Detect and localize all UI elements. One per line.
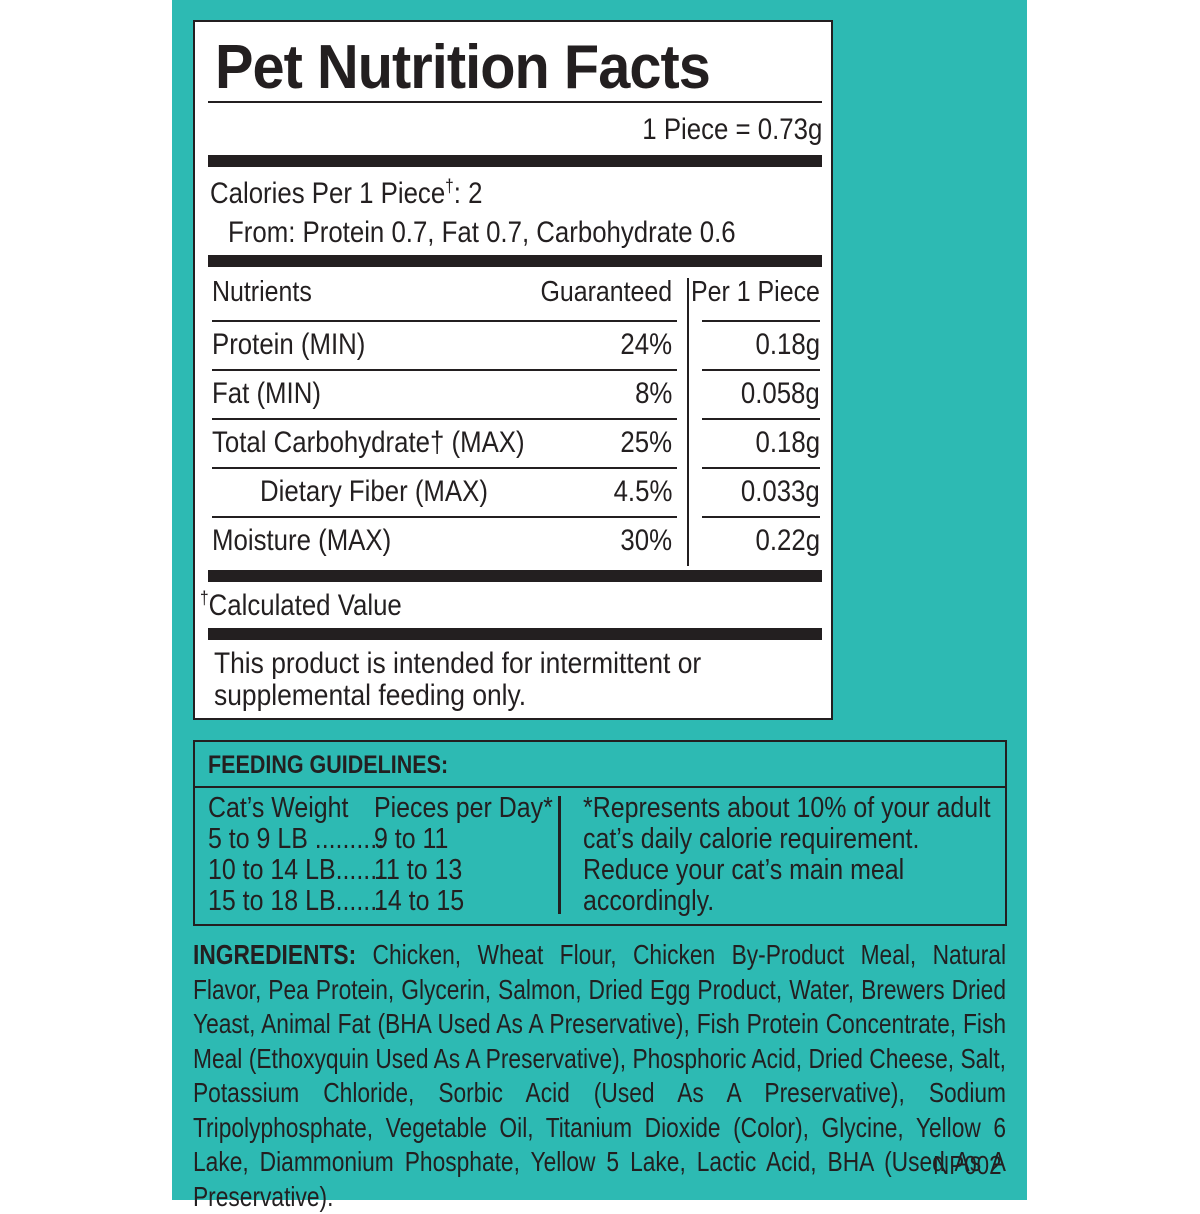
row-rule — [702, 320, 820, 322]
column-header: Guaranteed — [540, 276, 672, 308]
column-header: Nutrients — [212, 276, 312, 308]
guaranteed-value: 4.5% — [613, 475, 672, 508]
row-rule — [212, 516, 677, 518]
row-rule — [212, 467, 677, 469]
calories-value: : 2 — [453, 177, 483, 210]
ingredients-text: Chicken, Wheat Flour, Chicken By-Product… — [193, 939, 1007, 1212]
pieces-per-day: 14 to 15 — [374, 885, 465, 917]
thick-rule — [208, 570, 822, 582]
footnote: †Calculated Value — [200, 588, 402, 623]
calories-label: Calories Per 1 Piece — [210, 177, 446, 210]
nutrient-name: Fat (MIN) — [212, 377, 321, 410]
per-piece-value: 0.22g — [755, 524, 820, 557]
title: Pet Nutrition Facts — [215, 33, 711, 102]
guaranteed-value: 24% — [620, 328, 672, 361]
per-piece-value: 0.033g — [741, 475, 820, 508]
calories: Calories Per 1 Piece†: 2 — [210, 176, 482, 211]
row-rule — [212, 418, 677, 420]
feeding-note: *Represents about 10% of your adult cat’… — [583, 792, 991, 917]
row-rule — [212, 320, 677, 322]
serving: 1 Piece = 0.73g — [641, 113, 822, 146]
row-rule — [212, 369, 677, 371]
thick-rule — [208, 155, 822, 167]
rule — [208, 101, 822, 103]
pieces-per-day: 11 to 13 — [374, 854, 463, 886]
cat-weight: 5 to 9 LB .......... — [208, 823, 385, 855]
column-header: Pieces per Day* — [374, 792, 553, 824]
ingredients-label: INGREDIENTS: — [193, 939, 357, 970]
guaranteed-value: 25% — [620, 426, 672, 459]
rule — [193, 786, 1007, 788]
row-rule — [702, 418, 820, 420]
per-piece-value: 0.18g — [755, 328, 820, 361]
column-header: Per 1 Piece — [691, 276, 820, 308]
disclaimer: This product is intended for intermitten… — [214, 647, 702, 712]
nutrient-name: Protein (MIN) — [212, 328, 366, 361]
product-code: NP002 — [932, 1150, 1001, 1180]
pieces-per-day: 9 to 11 — [374, 823, 449, 855]
nutrient-name: Total Carbohydrate† (MAX) — [212, 426, 525, 459]
column-header: Cat’s Weight — [208, 792, 349, 824]
nutrient-name: Dietary Fiber (MAX) — [260, 475, 488, 508]
row-rule — [702, 369, 820, 371]
dagger: † — [445, 176, 454, 196]
nutrient-name: Moisture (MAX) — [212, 524, 392, 557]
feeding-box — [193, 740, 1007, 926]
cat-weight: 10 to 14 LB....... — [208, 854, 385, 886]
guaranteed-value: 8% — [634, 377, 672, 410]
thick-rule — [208, 628, 822, 640]
guaranteed-value: 30% — [620, 524, 672, 557]
calories-from: From: Protein 0.7, Fat 0.7, Carbohydrate… — [228, 216, 736, 249]
ingredients: INGREDIENTS: Chicken, Wheat Flour, Chick… — [193, 938, 1006, 1214]
row-rule — [702, 516, 820, 518]
per-piece-value: 0.18g — [755, 426, 820, 459]
feeding-title: FEEDING GUIDELINES: — [208, 751, 449, 779]
cat-weight: 15 to 18 LB....... — [208, 885, 385, 917]
footnote-text: Calculated Value — [208, 589, 402, 622]
column-divider — [687, 278, 689, 566]
row-rule — [702, 467, 820, 469]
dagger: † — [200, 588, 209, 608]
column-divider — [558, 796, 561, 914]
thick-rule — [208, 255, 822, 267]
per-piece-value: 0.058g — [741, 377, 820, 410]
